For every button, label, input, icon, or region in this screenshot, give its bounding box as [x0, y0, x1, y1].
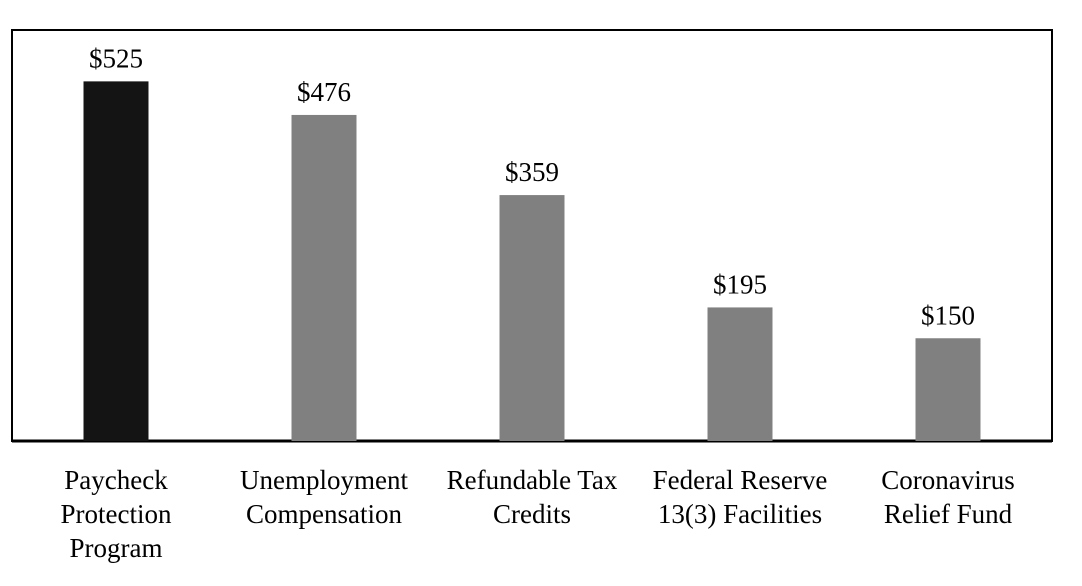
x-tick-label: Refundable Tax Credits: [446, 465, 618, 529]
x-tick-label: Federal Reserve 13(3) Facilities: [652, 465, 828, 529]
bar: [83, 81, 149, 441]
bar: [707, 307, 773, 441]
x-tick-label: Coronavirus Relief Fund: [881, 465, 1015, 529]
value-label: $150: [921, 300, 975, 330]
x-tick-label: Paycheck Protection Program: [60, 465, 172, 563]
value-label: $476: [297, 77, 351, 107]
x-tick-label: Unemployment Compensation: [240, 465, 408, 529]
value-label: $525: [89, 43, 143, 73]
value-label: $195: [713, 269, 767, 299]
bar: [291, 114, 357, 441]
bar: [915, 338, 981, 441]
value-label: $359: [505, 157, 559, 187]
bar: [499, 195, 565, 441]
